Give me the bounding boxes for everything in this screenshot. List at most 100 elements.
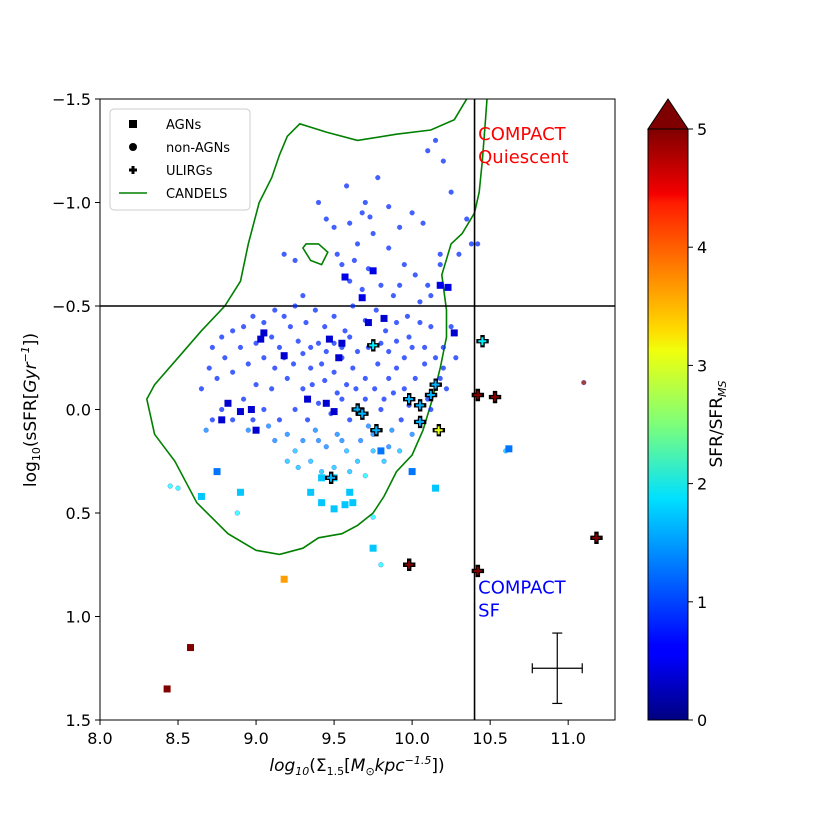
non-agn-point — [334, 431, 340, 437]
non-agn-point — [222, 355, 228, 361]
x-tick-label: 8.0 — [87, 729, 112, 748]
legend-marker — [129, 166, 137, 174]
candels-contour-island — [301, 243, 329, 266]
agn-point — [224, 399, 232, 407]
non-agn-point — [393, 338, 400, 344]
agn-point — [450, 329, 458, 337]
non-agn-point — [425, 282, 431, 288]
non-agn-point — [290, 361, 297, 367]
region-label: COMPACT — [478, 578, 567, 599]
non-agn-point — [362, 199, 368, 206]
non-agn-point — [295, 464, 301, 471]
non-agn-point — [359, 210, 365, 216]
non-agn-point — [250, 313, 256, 320]
legend-marker — [129, 120, 137, 128]
non-agn-point — [378, 562, 384, 568]
non-agn-point — [331, 464, 337, 471]
colorbar-tick-label: 4 — [697, 238, 707, 257]
non-agn-point — [203, 427, 209, 433]
agn-point — [505, 445, 513, 453]
y-tick-label: −0.5 — [52, 297, 91, 316]
non-agn-point — [339, 396, 345, 402]
non-agn-point — [265, 423, 272, 429]
non-agn-point — [315, 437, 322, 444]
non-agn-point — [219, 406, 225, 413]
non-agn-point — [237, 344, 244, 351]
x-tick-label: 9.5 — [321, 729, 346, 748]
non-agn-point — [420, 220, 426, 226]
ulirg-point — [432, 424, 446, 437]
non-agn-point — [440, 158, 446, 164]
ulirg-point — [424, 388, 438, 402]
agn-point — [377, 447, 385, 455]
agn-point — [369, 267, 377, 275]
non-agn-point — [272, 307, 278, 313]
colorbar-tick-label: 0 — [697, 711, 707, 730]
non-agn-point — [386, 348, 392, 355]
non-agn-point — [393, 319, 400, 326]
x-axis-label: log10(Σ1.5[M⊙kpc−1.5]) — [269, 754, 444, 778]
non-agn-point — [390, 390, 397, 396]
non-agn-point — [304, 417, 311, 423]
non-agn-point — [198, 386, 205, 392]
non-agn-point — [300, 437, 306, 444]
colorbar-tick-label: 3 — [697, 356, 707, 375]
non-agn-point — [359, 286, 365, 293]
non-agn-point — [347, 468, 353, 475]
non-agn-point — [250, 417, 256, 423]
non-agn-point — [448, 324, 454, 330]
ulirg-point — [370, 424, 383, 437]
non-agn-point — [409, 431, 415, 437]
non-agn-point — [276, 344, 283, 351]
agn-point — [341, 501, 349, 509]
non-agn-point — [381, 396, 387, 402]
colorbar-label: SFR/SFRMS — [707, 381, 729, 468]
non-agn-point — [401, 261, 407, 268]
agn-point — [335, 354, 343, 362]
non-agn-point — [343, 382, 350, 388]
agn-point — [349, 499, 357, 507]
agn-point — [346, 488, 354, 496]
non-agn-point — [230, 417, 236, 423]
ulirg-point — [356, 407, 369, 420]
non-agn-point — [448, 189, 454, 195]
ulirg-point — [471, 564, 485, 578]
non-agn-point — [386, 444, 392, 450]
non-agn-point — [393, 365, 400, 371]
non-agn-point — [378, 282, 384, 288]
x-tick-label: 8.5 — [165, 729, 190, 748]
non-agn-point — [404, 313, 411, 320]
non-agn-point — [219, 334, 225, 340]
ulirg-point — [413, 399, 427, 412]
non-agn-point — [315, 400, 322, 406]
non-agn-point — [386, 375, 392, 382]
non-agn-point — [475, 241, 481, 247]
non-agn-point — [370, 448, 376, 454]
agn-point — [236, 408, 244, 416]
non-agn-point — [295, 338, 301, 344]
x-tick-label: 9.0 — [243, 729, 268, 748]
ulirg-point — [471, 388, 485, 402]
region-label: SF — [478, 600, 500, 621]
non-agn-point — [308, 458, 314, 464]
non-agn-point — [284, 458, 290, 464]
non-agn-point — [309, 382, 315, 388]
non-agn-point — [354, 348, 361, 355]
non-agn-point — [347, 220, 353, 226]
ulirg-point — [590, 531, 603, 545]
non-agn-point — [331, 313, 337, 320]
y-tick-label: 1.0 — [66, 608, 91, 627]
non-agn-point — [351, 257, 358, 264]
x-tick-label: 11.0 — [550, 729, 586, 748]
non-agn-point — [382, 328, 389, 334]
ulirg-point — [429, 378, 442, 391]
non-agn-point — [357, 437, 364, 444]
non-agn-point — [261, 355, 267, 361]
non-agn-point — [362, 473, 368, 479]
agn-point — [325, 335, 333, 343]
non-agn-point — [347, 334, 353, 340]
non-agn-point — [581, 379, 587, 386]
non-agn-point — [437, 375, 443, 382]
agn-point — [257, 335, 265, 343]
y-axis-ticks: −1.5 −1.0 −0.5 0.0 0.5 1.0 1.5 — [52, 90, 100, 730]
